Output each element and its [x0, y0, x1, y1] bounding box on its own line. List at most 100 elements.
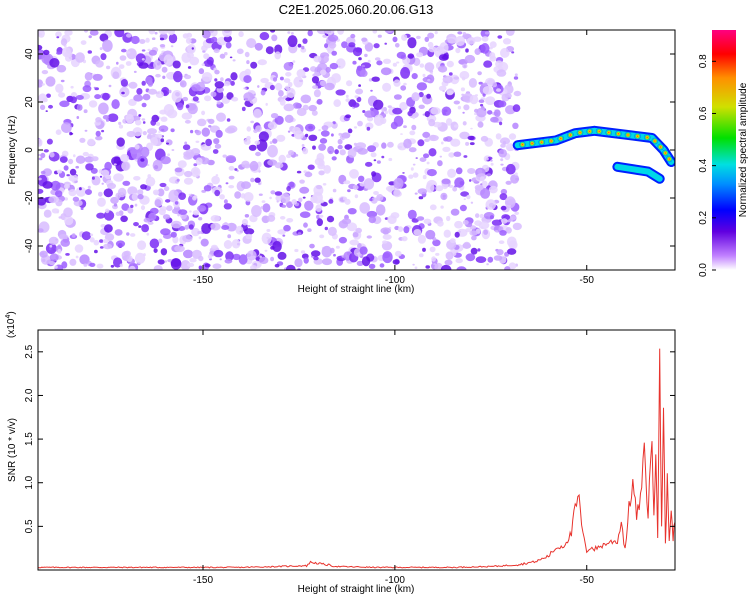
noise-blob — [191, 249, 202, 259]
noise-blob — [120, 79, 128, 87]
noise-blob — [489, 52, 496, 59]
noise-blob — [223, 240, 233, 249]
noise-blob — [134, 252, 146, 264]
noise-blob — [366, 210, 378, 218]
noise-blob — [212, 149, 219, 154]
noise-blob — [187, 43, 196, 54]
noise-blob — [70, 85, 74, 89]
noise-blob — [397, 226, 404, 232]
noise-blob — [189, 210, 192, 213]
noise-blob — [291, 32, 294, 35]
noise-blob — [178, 209, 188, 215]
noise-blob — [160, 228, 171, 236]
noise-blob — [381, 142, 387, 149]
noise-blob — [43, 209, 52, 218]
noise-blob — [481, 36, 489, 42]
noise-blob — [350, 33, 356, 39]
noise-blob — [486, 173, 492, 177]
noise-blob — [484, 31, 490, 35]
noise-blob — [407, 64, 411, 68]
noise-blob — [418, 196, 424, 200]
noise-blob — [491, 219, 503, 226]
noise-blob — [228, 175, 235, 180]
noise-blob — [309, 243, 315, 249]
noise-blob — [393, 94, 402, 100]
y-multiplier-exponent: 4 — [5, 315, 12, 319]
noise-blob — [495, 230, 499, 233]
noise-blob — [201, 127, 210, 137]
noise-blob — [429, 204, 437, 211]
noise-blob — [489, 215, 494, 220]
noise-blob — [200, 157, 210, 165]
noise-blob — [38, 177, 42, 181]
noise-blob — [422, 247, 426, 252]
noise-blob — [265, 102, 268, 106]
noise-blob — [203, 185, 212, 192]
noise-blob — [267, 144, 278, 158]
noise-blob — [208, 77, 212, 80]
noise-blob — [105, 208, 110, 214]
noise-blob — [287, 130, 291, 133]
colorbar: 0.0 0.2 0.4 0.6 0.8 Normalized spectral ampl… — [698, 30, 749, 277]
noise-blob — [429, 246, 436, 253]
noise-blob — [223, 80, 231, 87]
noise-blob — [197, 230, 202, 235]
noise-blob — [87, 50, 93, 54]
noise-blob — [152, 159, 163, 172]
noise-blob — [355, 88, 364, 95]
noise-blob — [63, 207, 73, 218]
noise-blob — [280, 216, 286, 220]
y-multiplier-close: ) — [6, 311, 17, 314]
noise-blob — [155, 122, 161, 126]
noise-blob — [441, 106, 452, 116]
noise-blob — [401, 34, 408, 41]
noise-blob — [188, 224, 194, 230]
noise-blob — [435, 252, 440, 256]
noise-blob — [152, 189, 160, 195]
noise-blob — [328, 199, 334, 204]
noise-blob — [137, 189, 144, 196]
noise-blob — [214, 69, 220, 75]
noise-blob — [223, 199, 228, 204]
noise-blob — [130, 147, 142, 160]
noise-blob — [210, 222, 221, 231]
noise-blob — [387, 141, 394, 148]
noise-blob — [118, 121, 122, 125]
noise-blob — [455, 258, 463, 264]
noise-blob — [133, 70, 137, 73]
noise-blob — [80, 207, 84, 210]
noise-blob — [130, 204, 134, 208]
noise-blob — [337, 30, 344, 35]
noise-blob — [321, 125, 329, 131]
noise-blob — [204, 263, 211, 268]
noise-blob — [449, 238, 456, 244]
noise-blob — [358, 57, 362, 61]
noise-blob — [499, 121, 503, 126]
noise-blob — [243, 87, 247, 90]
noise-blob — [99, 175, 103, 178]
noise-blob — [401, 108, 405, 111]
noise-blob — [94, 94, 101, 100]
noise-blob — [299, 211, 311, 218]
noise-blob — [157, 188, 165, 197]
noise-blob — [315, 204, 323, 213]
noise-blob — [59, 100, 70, 108]
noise-blob — [272, 77, 278, 82]
noise-blob — [462, 63, 468, 69]
noise-blob — [500, 158, 504, 162]
noise-blob — [227, 234, 232, 239]
y-multiplier-base: (x10 — [6, 318, 17, 338]
noise-blob — [485, 96, 496, 105]
noise-blob — [514, 73, 518, 77]
noise-blob — [153, 60, 162, 70]
noise-blob — [137, 155, 148, 168]
noise-blob — [121, 48, 127, 53]
noise-blob — [318, 143, 326, 151]
noise-blob — [89, 30, 99, 36]
noise-blob — [99, 47, 103, 51]
noise-blob — [265, 46, 274, 55]
noise-blob — [508, 133, 517, 140]
noise-blob — [388, 157, 393, 162]
noise-blob — [259, 256, 269, 264]
noise-blob — [201, 72, 213, 82]
